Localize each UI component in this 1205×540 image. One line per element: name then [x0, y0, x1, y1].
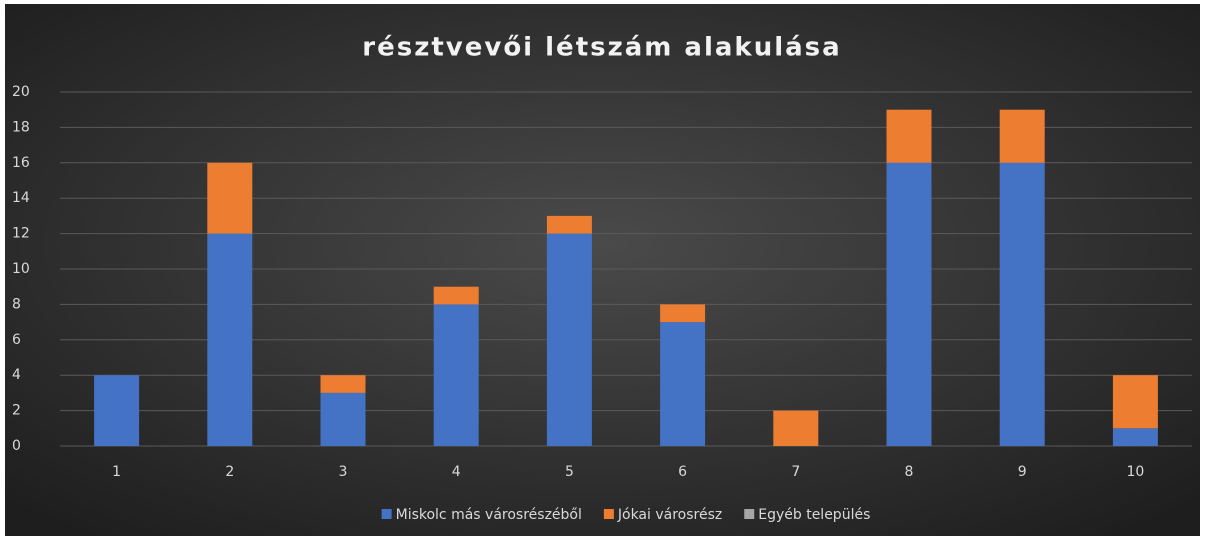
bar-segment — [999, 109, 1045, 163]
bar-segment — [433, 286, 479, 305]
bar-segment — [999, 162, 1045, 447]
x-tick-label: 5 — [565, 464, 574, 480]
y-tick-label: 8 — [12, 296, 21, 312]
bar-segment — [660, 322, 706, 446]
x-tick-label: 1 — [112, 464, 121, 480]
bar-segment — [546, 233, 592, 446]
legend-swatch — [381, 509, 392, 519]
bar-segment — [207, 162, 253, 234]
y-tick-label: 20 — [12, 84, 30, 100]
bar-segment — [660, 304, 706, 323]
y-tick-label: 0 — [12, 438, 21, 454]
x-tick-label: 2 — [225, 464, 234, 480]
x-tick-label: 8 — [905, 464, 914, 480]
legend-swatch — [603, 509, 614, 519]
bar-segment — [433, 304, 479, 446]
bar-segment — [94, 375, 140, 446]
bar-segment — [1112, 375, 1158, 429]
legend-swatch — [744, 509, 755, 519]
y-tick-label: 18 — [12, 119, 30, 135]
legend-label: Egyéb település — [758, 507, 870, 523]
bar-segment — [886, 162, 932, 447]
x-tick-label: 10 — [1126, 464, 1144, 480]
y-tick-label: 16 — [12, 155, 30, 171]
bar-segment — [207, 233, 253, 446]
bar-segment — [1112, 428, 1158, 446]
y-tick-label: 4 — [12, 367, 21, 383]
bar-segment — [886, 109, 932, 163]
x-tick-label: 6 — [678, 464, 687, 480]
y-tick-label: 14 — [12, 190, 30, 206]
y-tick-label: 2 — [12, 403, 21, 419]
bar-segment — [320, 375, 366, 393]
x-tick-label: 4 — [452, 464, 461, 480]
y-tick-label: 12 — [12, 226, 30, 242]
y-tick-label: 6 — [12, 332, 21, 348]
y-tick-label: 10 — [12, 261, 30, 277]
bar-segment — [320, 392, 366, 446]
bar-segment — [773, 410, 819, 446]
x-tick-label: 9 — [1018, 464, 1027, 480]
legend-label: Miskolc más városrészéből — [396, 507, 582, 523]
bar-segment — [546, 215, 592, 234]
chart-title: résztvevői létszám alakulása — [362, 33, 841, 63]
x-tick-label: 7 — [791, 464, 800, 480]
x-tick-label: 3 — [339, 464, 348, 480]
legend-label: Jókai városrész — [617, 507, 722, 523]
